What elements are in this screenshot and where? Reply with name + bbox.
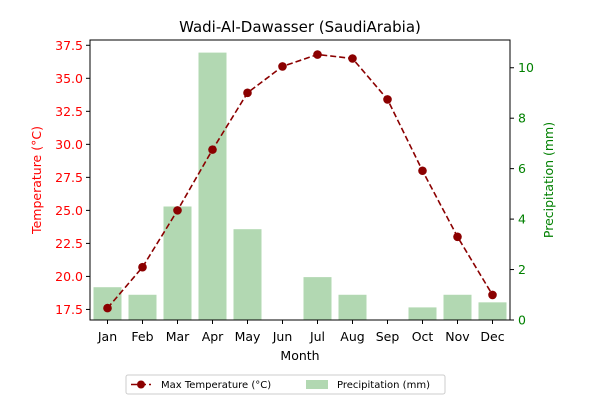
precip-bar-may	[233, 229, 262, 320]
right-tick-label: 10	[518, 60, 534, 75]
legend: Max Temperature (°C) Precipitation (mm)	[125, 374, 446, 395]
x-tick-label: Aug	[340, 329, 364, 344]
temp-point-apr	[208, 145, 217, 154]
left-tick-label: 25.0	[55, 203, 83, 218]
precip-bar-apr	[198, 52, 227, 321]
left-tick-label: 17.5	[55, 302, 83, 317]
temperature-line-path	[106, 53, 494, 309]
precip-bar-jan	[93, 287, 122, 320]
right-axis-label: Precipitation (mm)	[541, 122, 556, 238]
right-tick-label: 8	[518, 111, 526, 126]
precip-bar-mar	[163, 206, 192, 320]
temp-point-aug	[348, 54, 357, 63]
left-tick-label: 27.5	[55, 170, 83, 185]
x-tick-label: Dec	[480, 329, 504, 344]
temp-point-mar	[173, 206, 182, 215]
precip-bar-aug	[338, 294, 367, 320]
plot-frame	[89, 39, 511, 321]
chart-title: Wadi-Al-Dawasser (SaudiArabia)	[179, 18, 421, 36]
left-tick-label: 30.0	[55, 137, 83, 152]
left-tick-label: 20.0	[55, 269, 83, 284]
precip-bar-nov	[443, 294, 472, 320]
x-tick-label: Jun	[272, 329, 293, 344]
legend-label-temperature: Max Temperature (°C)	[161, 380, 271, 391]
left-tick-label: 37.5	[55, 38, 83, 53]
left-tick-label: 32.5	[55, 104, 83, 119]
temp-point-feb	[138, 262, 147, 272]
precip-bar-jul	[303, 277, 332, 320]
x-axis-label: Month	[280, 348, 319, 363]
x-tick-label: Oct	[412, 329, 434, 344]
right-tick-label: 0	[518, 313, 526, 328]
x-tick-label: May	[235, 329, 261, 344]
temp-point-jul	[313, 50, 322, 59]
left-tick-label: 35.0	[55, 71, 83, 86]
temperature-line	[103, 50, 497, 313]
right-tick-label: 6	[518, 161, 526, 176]
right-tick-label: 2	[518, 262, 526, 277]
x-tick-label: Nov	[445, 329, 470, 344]
temp-point-oct	[418, 166, 427, 176]
temp-point-dec	[488, 290, 497, 300]
legend-label-precipitation: Precipitation (mm)	[337, 380, 430, 391]
x-tick-label: Sep	[376, 329, 400, 344]
right-tick-label: 4	[518, 212, 526, 227]
temp-point-nov	[453, 232, 462, 242]
temp-point-may	[243, 88, 252, 98]
temp-point-sep	[383, 95, 392, 104]
temp-point-jun	[278, 62, 287, 71]
left-axis-label: Temperature (°C)	[29, 126, 44, 235]
legend-line-marker	[137, 380, 145, 389]
precip-bar-feb	[128, 294, 157, 320]
x-tick-label: Jan	[97, 329, 117, 344]
temp-point-jan	[103, 303, 112, 313]
x-tick-label: Apr	[202, 329, 224, 344]
precipitation-bars	[93, 52, 507, 321]
precip-bar-oct	[408, 307, 437, 320]
left-tick-label: 22.5	[55, 236, 83, 251]
x-tick-label: Jul	[309, 329, 325, 344]
precip-bar-dec	[478, 302, 507, 320]
legend-box	[125, 374, 446, 395]
axes: Jan Feb Mar Apr May Jun Jul Aug Sep Oct Nov Dec 17.5…	[55, 38, 534, 344]
x-tick-label: Feb	[131, 329, 153, 344]
x-tick-label: Mar	[166, 329, 190, 344]
legend-bar-swatch	[306, 380, 328, 389]
